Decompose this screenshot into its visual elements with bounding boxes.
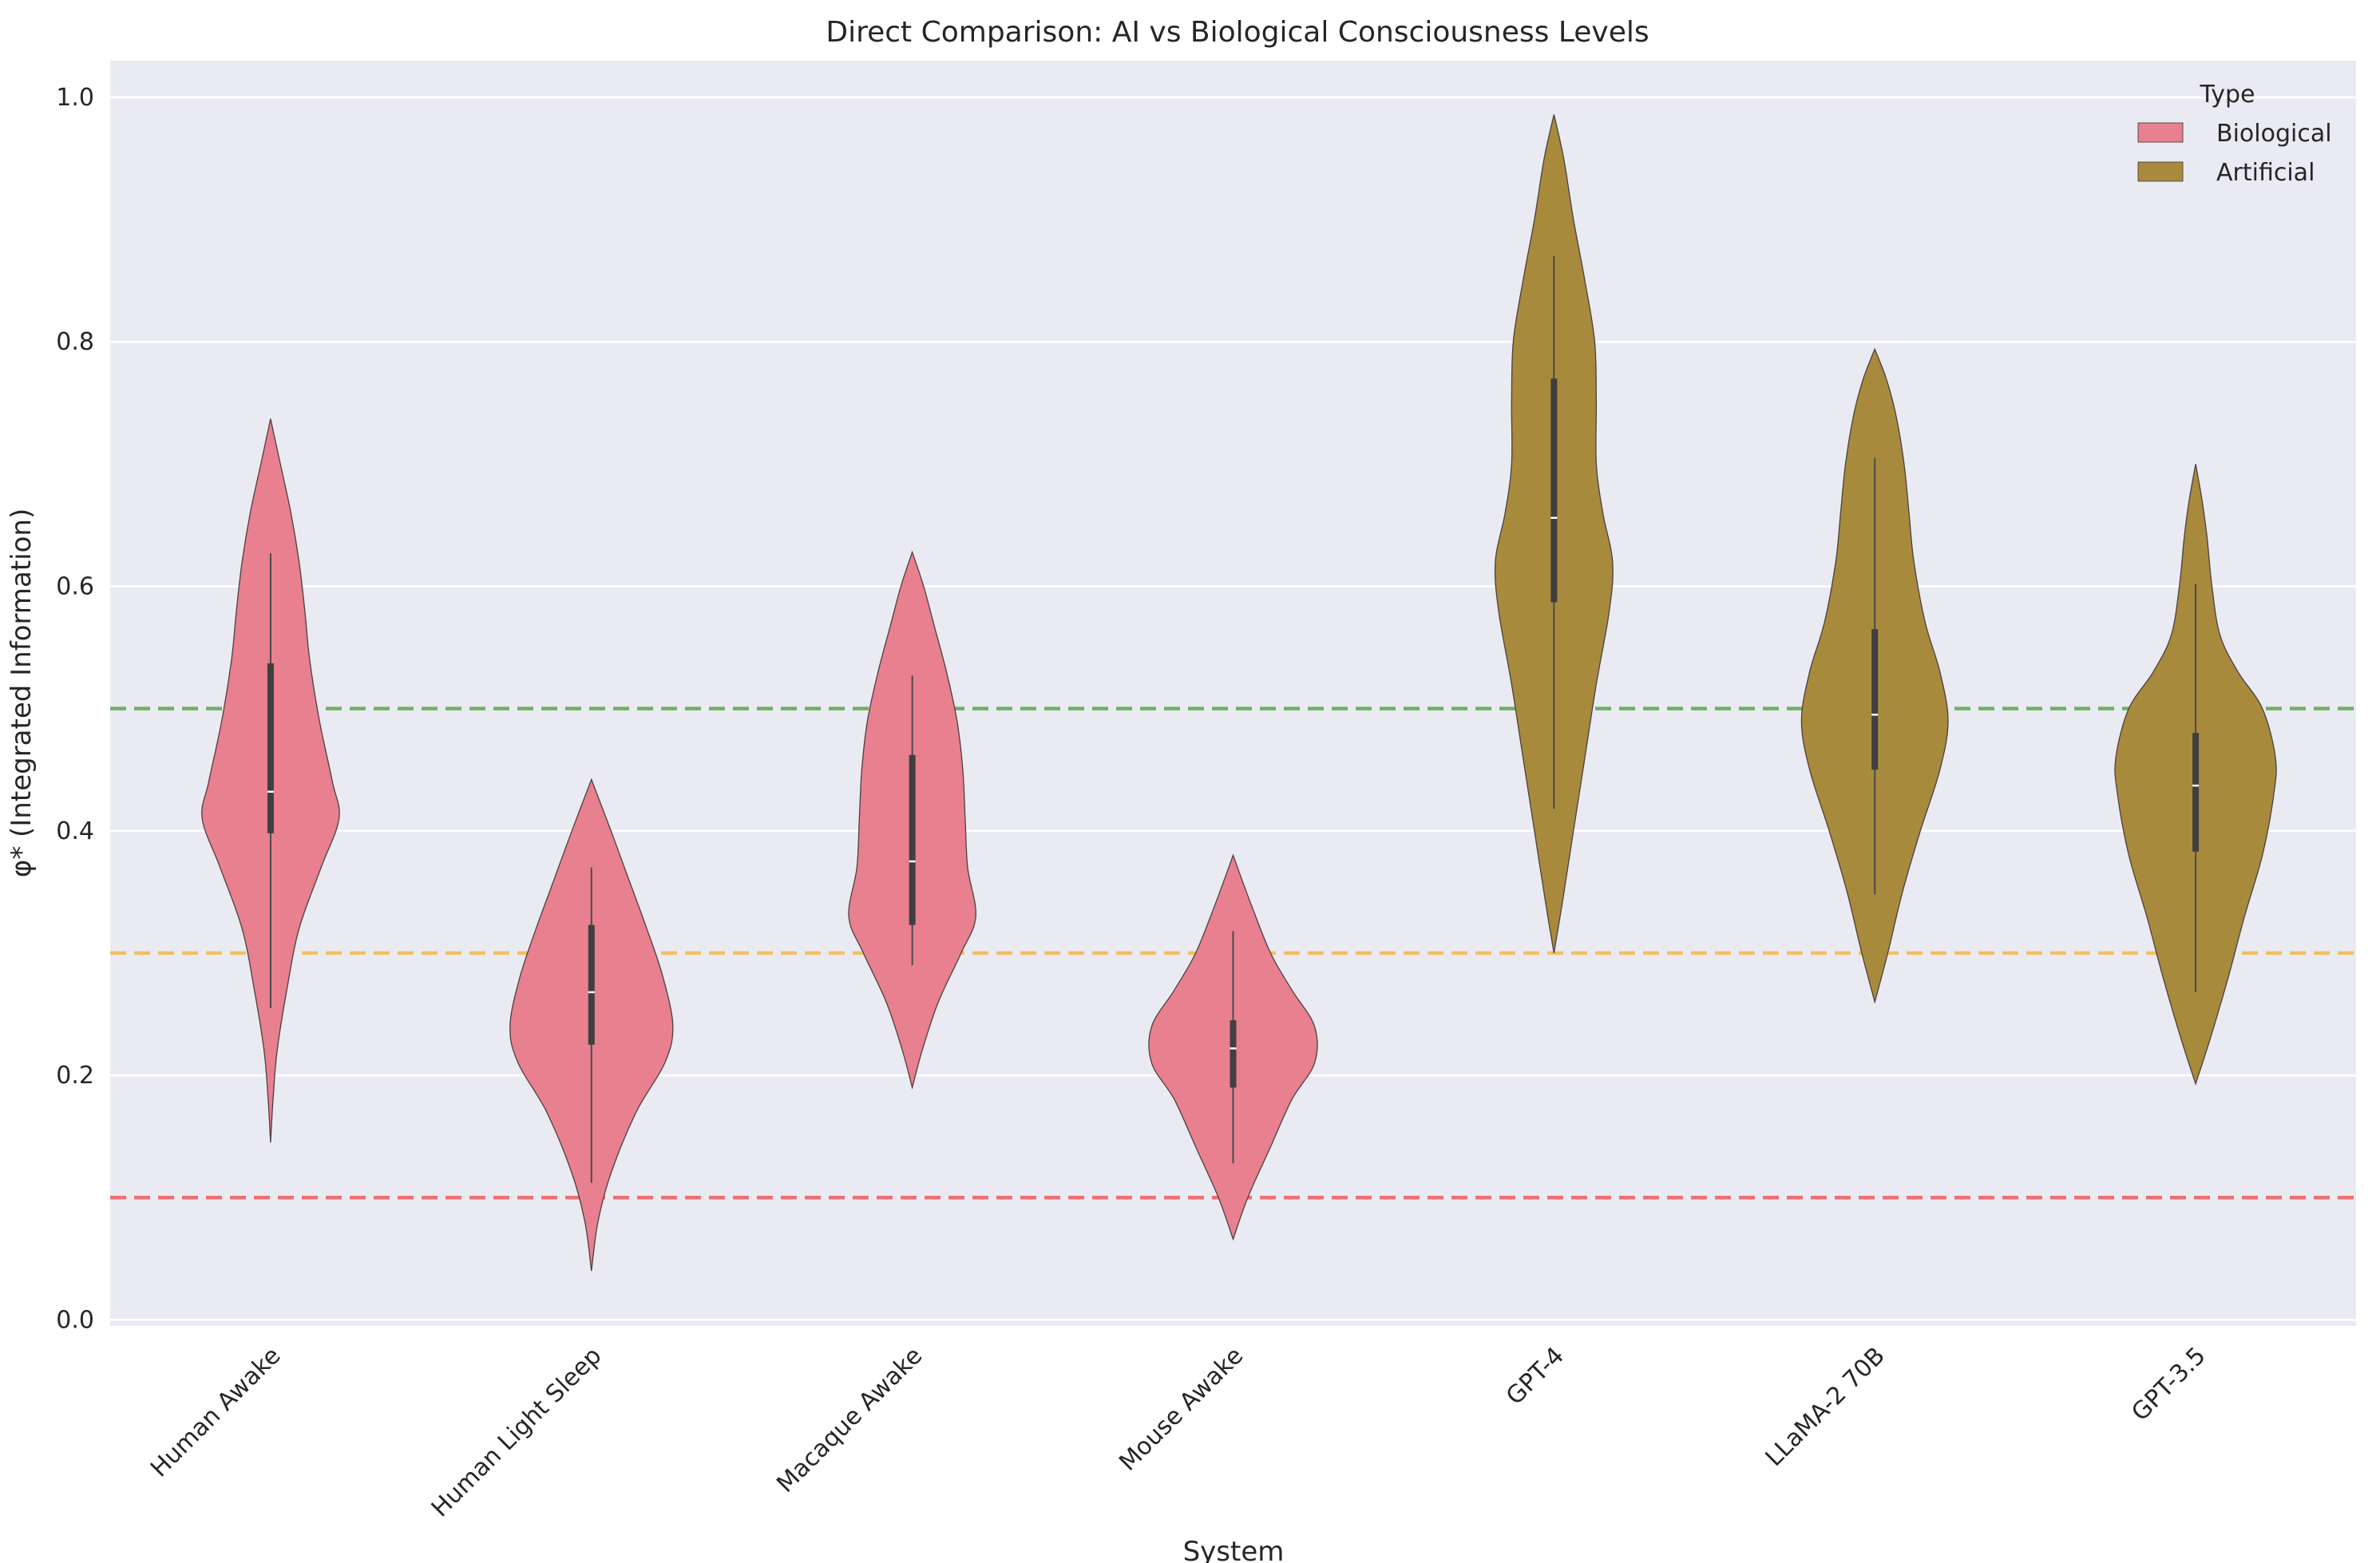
chart-title: Direct Comparison: AI vs Biological Cons… (826, 16, 1649, 49)
y-tick-labels: 0.0 0.2 0.4 0.6 0.8 1.0 (56, 84, 94, 1334)
violin-human-awake (201, 418, 340, 1143)
legend: Type Biological Artificial (2137, 81, 2332, 187)
violin-gpt-3-5 (2114, 464, 2277, 1086)
y-axis-label: φ* (Integrated Information) (6, 508, 38, 877)
legend-title: Type (2200, 81, 2255, 109)
reference-lines (110, 706, 2356, 1200)
violin-iqr-box (267, 663, 274, 833)
violin-human-light-sleep (509, 778, 674, 1272)
violin-iqr-box (2192, 733, 2200, 852)
y-tick-label: 0.0 (56, 1306, 94, 1334)
grid-lines (110, 96, 2356, 1321)
violin-iqr-box (1550, 378, 1558, 603)
violins (201, 114, 2277, 1272)
y-tick-label: 0.4 (56, 817, 94, 845)
legend-label-biological: Biological (2216, 120, 2332, 148)
y-tick-label: 1.0 (56, 84, 94, 112)
violin-gpt-4 (1494, 114, 1614, 954)
y-tick-label: 0.8 (56, 328, 94, 356)
y-tick-label: 0.2 (56, 1062, 94, 1090)
legend-swatch-biological (2137, 122, 2184, 143)
legend-swatch-artificial (2137, 161, 2184, 182)
violin-iqr-box (1871, 629, 1879, 770)
violin-iqr-box (1230, 1020, 1237, 1088)
violin-mouse-awake (1148, 853, 1318, 1241)
violin-iqr-box (588, 924, 595, 1045)
y-tick-label: 0.6 (56, 573, 94, 601)
x-axis-label: System (1183, 1536, 1285, 1563)
violin-iqr-box (909, 754, 916, 925)
violin-macaque-awake (848, 550, 976, 1090)
violin-llama-2-70b (1800, 347, 1949, 1004)
legend-label-artificial: Artificial (2216, 159, 2315, 187)
